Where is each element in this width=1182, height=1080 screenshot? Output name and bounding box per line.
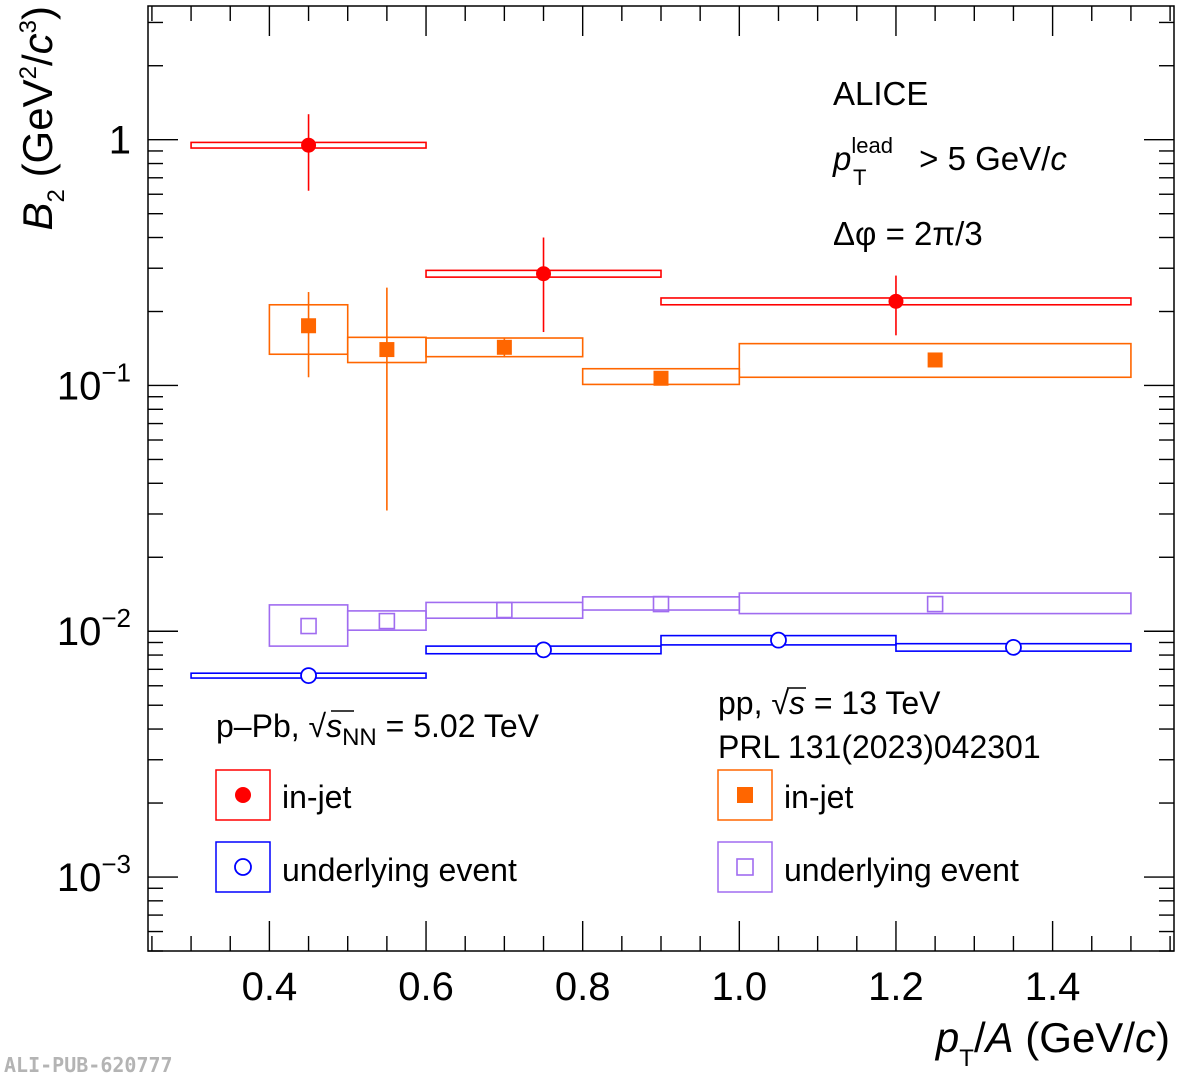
x-title-p: p [934,1014,959,1061]
x-title-a: A [983,1014,1014,1061]
x-tick-label: 0.8 [555,965,611,1009]
x-tick-label: 0.4 [242,965,298,1009]
y-title-sup1: 2 [15,66,42,79]
legend-ppb: p–Pb, √sNN = 5.02 TeV in-jet underlying … [215,708,540,893]
x-title-c: c [1135,1014,1156,1061]
dphi-label: Δφ = 2π/3 [833,215,983,252]
x-title-sub: T [959,1045,974,1072]
legend-ppb-injet-marker [235,787,251,803]
y-tick-label: 10−2 [57,603,131,654]
data-point [888,293,904,309]
legend-ppb-header: p–Pb, √sNN = 5.02 TeV [216,708,540,751]
systematic-box [738,592,1132,615]
y-tick-base: 10 [57,610,102,654]
data-point [926,595,944,613]
x-title-units: (GeV/ [1014,1014,1136,1061]
data-point [496,601,513,619]
ptlead-c: c [1050,140,1067,177]
legend-pp-s: s [789,685,805,721]
legend-pp-ue-label: underlying event [784,852,1019,888]
series-ppb-injet [190,114,1132,336]
x-tick-label: 1.0 [712,965,768,1009]
legend-ppb-ue-marker [234,858,252,876]
legend-ppb-prefix: p–Pb, [216,708,309,744]
ptlead-rest: > 5 GeV/ [910,140,1051,177]
systematic-box [346,610,427,631]
legend-ppb-ue-label: underlying event [282,852,517,888]
legend-pp-injet-marker [737,787,753,803]
data-point [770,631,787,649]
data-point [300,617,317,635]
y-title-sub: 2 [43,189,70,202]
legend-ppb-injet-box [215,769,271,821]
ptlead-sup: lead [851,133,893,158]
plot-frame [147,5,1175,952]
legend-ppb-ue-box [215,841,271,893]
y-title-units: (GeV [14,79,61,189]
legend-pp-injet-box [717,769,773,821]
legend-pp-reference: PRL 131(2023)042301 [718,729,1041,765]
axis-ticks [148,6,1174,952]
y-tick-exponent: −2 [101,603,131,633]
data-point [653,370,669,386]
legend-pp-ue-box [717,841,773,893]
data-point [927,352,943,368]
y-tick-exponent: −1 [101,357,131,387]
tick-labels: 0.4 0.6 0.8 1.0 1.2 1.410−310−210−11 [57,119,1081,1009]
x-tick-label: 1.2 [868,965,924,1009]
y-tick-base: 10 [57,856,102,900]
data-point [1005,638,1022,656]
sqrt-symbol: √ [771,685,789,721]
legend-ppb-injet-label: in-jet [282,779,351,815]
y-tick-label: 10−3 [57,849,131,900]
sqrt-symbol: √ [309,708,327,744]
x-tick-label: 1.4 [1025,965,1081,1009]
data-point [652,595,670,613]
data-point [536,266,552,282]
y-tick-base: 1 [109,119,131,163]
data-point [496,339,512,355]
legend-pp: pp, √s = 13 TeV PRL 131(2023)042301 in-j… [717,685,1041,893]
y-tick-exponent: −3 [101,849,131,879]
y-tick-label: 10−1 [57,357,131,408]
x-tick-label: 0.6 [398,965,454,1009]
legend-pp-injet-label: in-jet [784,779,853,815]
series-pp-injet [268,287,1132,511]
legend-pp-prefix: pp, [718,685,771,721]
y-title-c: c [14,33,61,54]
x-title-slash: / [974,1014,986,1061]
y-title-slash: / [14,54,61,66]
publication-id: ALI-PUB-620777 [4,1053,173,1077]
legend-pp-ue-marker [736,858,754,876]
ptlead-label: plead T > 5 GeV/c [832,133,1067,190]
data-point [300,667,317,684]
series-ppb-ue [190,631,1132,684]
series-pp-ue [268,592,1132,647]
data-point [301,318,317,334]
x-title-close: ) [1156,1014,1170,1061]
alice-label: ALICE [833,75,928,112]
ptlead-p: p [832,140,851,177]
y-tick-label: 1 [109,119,131,163]
x-axis-title: pT/A (GeV/c) [934,1014,1170,1072]
legend-pp-suffix: = 13 TeV [805,685,941,721]
data-point [379,342,395,358]
y-title-b: B [14,202,61,230]
systematic-box [738,342,1132,379]
data-point [301,137,317,153]
y-tick-base: 10 [57,364,102,408]
y-title-sup2: 3 [15,20,42,33]
y-axis-title: B2 (GeV2/c3) [14,6,70,230]
legend-ppb-s: s [326,708,342,744]
data-series [190,114,1132,684]
legend-ppb-suffix: = 5.02 TeV [377,708,540,744]
legend-ppb-nn: NN [342,724,377,751]
y-title-close: ) [14,6,61,20]
legend-pp-header: pp, √s = 13 TeV [718,685,941,721]
data-point [535,641,552,659]
ptlead-sub: T [853,165,866,190]
data-point [378,612,396,630]
